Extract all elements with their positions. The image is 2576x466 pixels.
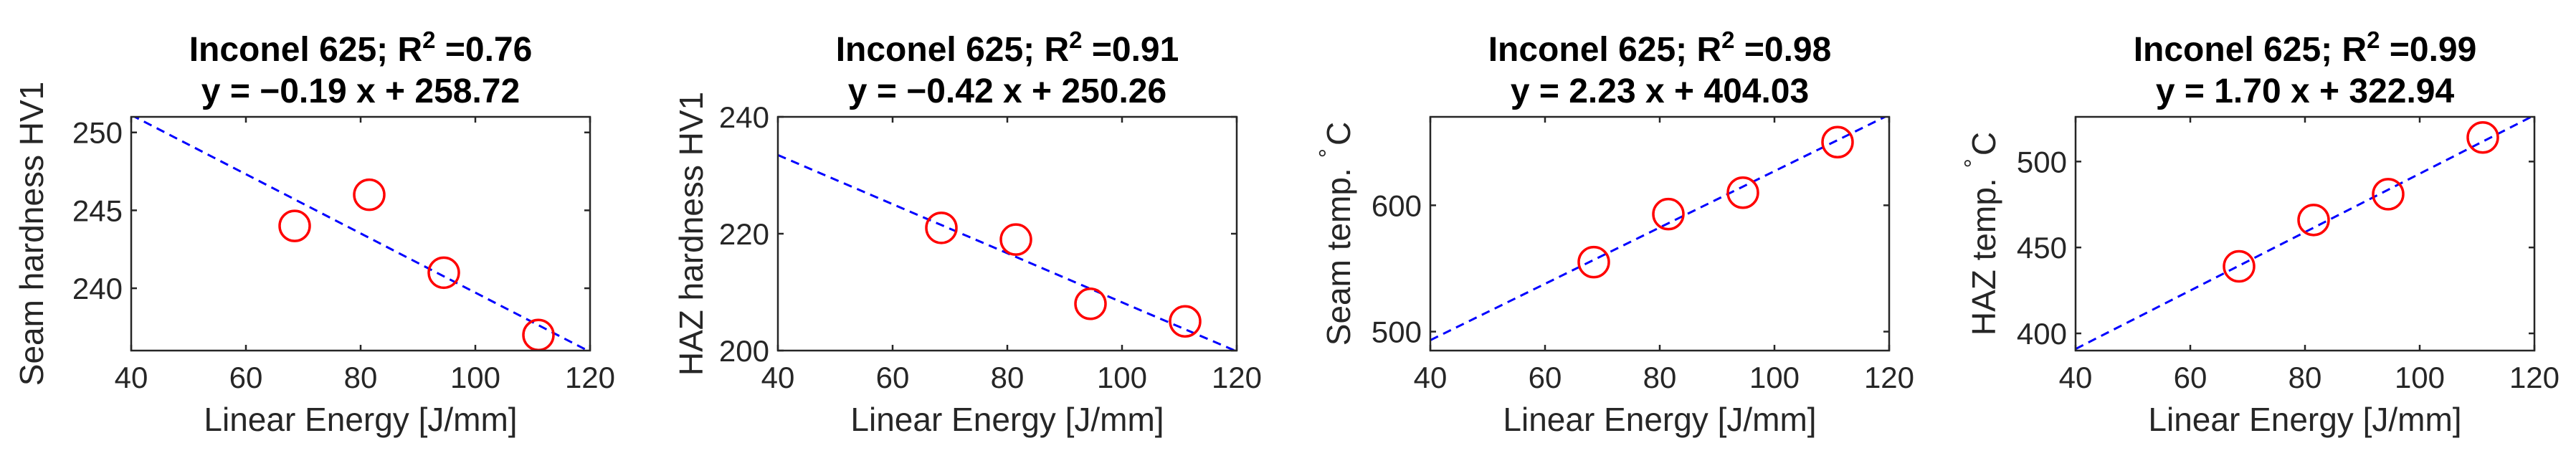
y-axis-label: Seam temp.°C xyxy=(1314,122,1357,346)
regression-equation: y = −0.19 x + 258.72 xyxy=(201,72,520,110)
x-tick-label: 40 xyxy=(1414,361,1448,394)
regression-equation: y = −0.42 x + 250.26 xyxy=(848,72,1166,110)
data-point xyxy=(427,256,460,290)
x-tick-label: 60 xyxy=(1529,361,1562,394)
regression-equation: y = 1.70 x + 322.94 xyxy=(2156,72,2455,110)
chart-title: Inconel 625; R2 =0.99 xyxy=(2134,27,2477,69)
y-axis-label: Seam hardness HV1 xyxy=(13,82,50,386)
data-point xyxy=(999,223,1032,256)
y-tick-label: 400 xyxy=(2017,317,2067,351)
x-tick-label: 80 xyxy=(991,361,1025,394)
r-squared-superscript: 2 xyxy=(2367,27,2380,53)
data-point xyxy=(353,178,386,211)
chart-title: Inconel 625; R2 =0.91 xyxy=(836,27,1179,69)
y-tick-label: 250 xyxy=(72,116,123,150)
x-tick-label: 100 xyxy=(450,361,500,394)
data-point xyxy=(278,209,311,242)
y-tick-label: 220 xyxy=(719,217,769,251)
data-point xyxy=(2466,121,2499,154)
data-point xyxy=(2223,249,2256,283)
x-tick-label: 120 xyxy=(1864,361,1914,394)
x-tick-label: 80 xyxy=(2289,361,2322,394)
r-squared-superscript: 2 xyxy=(422,27,435,53)
y-tick-label: 240 xyxy=(719,100,769,134)
x-tick-label: 40 xyxy=(2059,361,2093,394)
y-tick-label: 240 xyxy=(72,272,123,305)
data-point xyxy=(925,211,958,244)
x-tick-label: 100 xyxy=(1097,361,1147,394)
y-tick-label: 245 xyxy=(72,194,123,227)
degree-symbol: ° xyxy=(1959,158,1986,168)
data-point xyxy=(2297,204,2330,237)
data-point xyxy=(1577,245,1610,279)
chart-title: Inconel 625; R2 =0.76 xyxy=(189,27,533,69)
x-tick-label: 100 xyxy=(2395,361,2445,394)
y-tick-label: 450 xyxy=(2017,231,2067,265)
r-squared-superscript: 2 xyxy=(1069,27,1082,53)
chart-panel-2: Inconel 625; R2 =0.91y = −0.42 x + 250.2… xyxy=(672,27,1262,438)
x-tick-label: 80 xyxy=(1643,361,1677,394)
x-tick-label: 60 xyxy=(2174,361,2207,394)
fit-line xyxy=(132,117,590,351)
y-tick-label: 200 xyxy=(719,334,769,368)
data-point xyxy=(1652,197,1685,231)
y-tick-label: 600 xyxy=(1372,189,1422,222)
data-point xyxy=(522,318,555,352)
data-point xyxy=(1169,305,1202,338)
x-tick-label: 60 xyxy=(229,361,263,394)
data-point xyxy=(1726,176,1759,209)
chart-panel-3: Inconel 625; R2 =0.98y = 2.23 x + 404.03… xyxy=(1314,27,1914,438)
x-tick-label: 40 xyxy=(115,361,148,394)
chart-panel-1: Inconel 625; R2 =0.76y = −0.19 x + 258.7… xyxy=(13,27,615,438)
chart-panel-4: Inconel 625; R2 =0.99y = 1.70 x + 322.94… xyxy=(1959,27,2560,438)
x-tick-label: 40 xyxy=(761,361,795,394)
regression-equation: y = 2.23 x + 404.03 xyxy=(1511,72,1809,110)
x-axis-label: Linear Energy [J/mm] xyxy=(204,401,517,438)
plot-frame xyxy=(776,115,1238,352)
y-tick-label: 500 xyxy=(2017,145,2067,179)
data-point xyxy=(2372,178,2405,211)
degree-symbol: ° xyxy=(1314,148,1341,158)
x-tick-label: 60 xyxy=(876,361,910,394)
chart-title: Inconel 625; R2 =0.98 xyxy=(1488,27,1832,69)
x-tick-label: 80 xyxy=(344,361,378,394)
x-tick-label: 100 xyxy=(1749,361,1800,394)
y-tick-label: 500 xyxy=(1372,315,1422,349)
plot-frame xyxy=(1429,115,1891,352)
x-axis-label: Linear Energy [J/mm] xyxy=(1503,401,1816,438)
x-tick-label: 120 xyxy=(2509,361,2560,394)
x-tick-label: 120 xyxy=(1212,361,1262,394)
x-axis-label: Linear Energy [J/mm] xyxy=(2148,401,2461,438)
x-axis-label: Linear Energy [J/mm] xyxy=(850,401,1164,438)
data-point xyxy=(1074,287,1107,320)
r-squared-superscript: 2 xyxy=(1721,27,1734,53)
y-axis-label: HAZ temp.°C xyxy=(1959,132,2002,336)
y-axis-label: HAZ hardness HV1 xyxy=(672,92,710,376)
data-point xyxy=(1821,125,1854,158)
x-tick-label: 120 xyxy=(565,361,615,394)
